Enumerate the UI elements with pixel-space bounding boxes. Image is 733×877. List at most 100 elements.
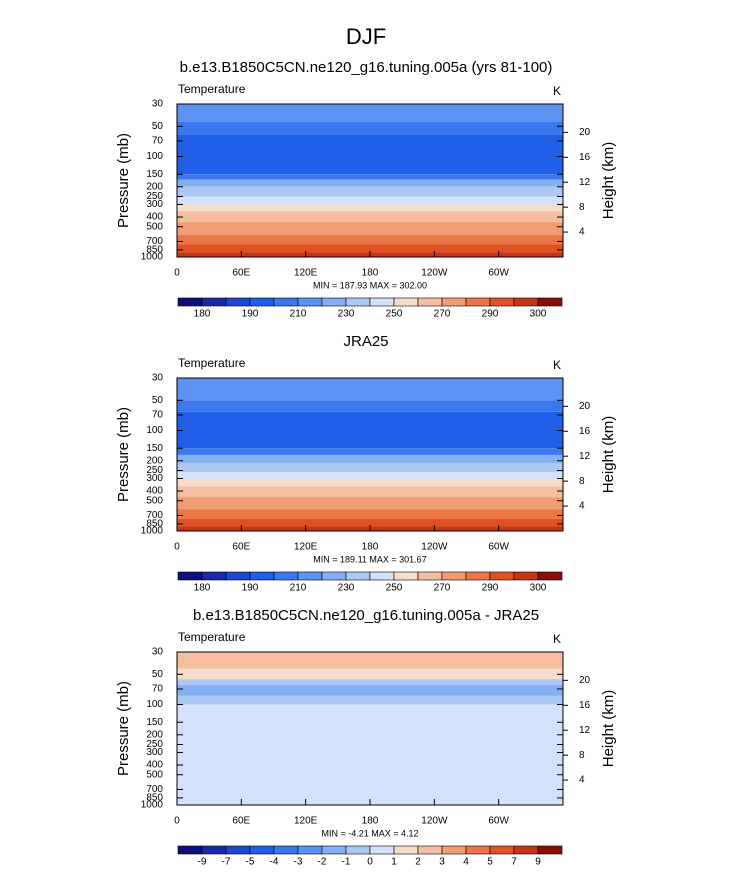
- colorbar-box: [345, 297, 371, 307]
- y2-tick-label: 16: [579, 152, 591, 163]
- colorbar-label: -2: [318, 857, 327, 868]
- stats: MIN = 187.93 MAX = 302.00: [313, 280, 427, 290]
- colorbar-label: 0: [367, 857, 373, 868]
- colorbar-box: [465, 297, 491, 307]
- y-tick-label: 50: [152, 121, 164, 132]
- y-tick-label: 400: [146, 212, 163, 223]
- y2-tick-label: 8: [579, 476, 585, 487]
- colorbar-label: 270: [434, 309, 451, 320]
- colorbar-box: [441, 845, 467, 855]
- colorbar-box: [177, 297, 203, 307]
- y-tick-label: 200: [146, 455, 163, 466]
- contour-band: [177, 497, 563, 510]
- colorbar-box: [489, 297, 515, 307]
- colorbar-label: 2: [415, 857, 421, 868]
- x-tick-label: 0: [174, 268, 180, 279]
- colorbar-box: [417, 297, 443, 307]
- contour-band: [177, 211, 563, 223]
- y-tick-label: 400: [146, 486, 163, 497]
- panel-title: b.e13.B1850C5CN.ne120_g16.tuning.005a - …: [193, 607, 539, 624]
- colorbar-box: [441, 571, 467, 581]
- contour-band: [177, 204, 563, 212]
- contour-band: [177, 509, 563, 520]
- contour-band: [177, 685, 563, 696]
- x-tick-label: 60E: [232, 816, 250, 827]
- y-tick-label: 30: [152, 99, 164, 110]
- units-label: K: [553, 84, 561, 98]
- y2-tick-label: 8: [579, 202, 585, 213]
- colorbar-box: [225, 571, 251, 581]
- colorbar-box: [177, 845, 203, 855]
- y-tick-label: 300: [146, 747, 163, 758]
- field-label: Temperature: [178, 356, 246, 370]
- units-label: K: [553, 358, 561, 372]
- x-tick-label: 60W: [488, 542, 509, 553]
- contour-band: [177, 174, 563, 180]
- colorbar-label: 250: [386, 309, 403, 320]
- x-tick-label: 120W: [421, 542, 448, 553]
- y-tick-label: 70: [152, 136, 164, 147]
- colorbar-box: [465, 845, 491, 855]
- contour-band: [177, 486, 563, 498]
- y2-tick-label: 16: [579, 426, 591, 437]
- y-tick-label: 150: [146, 169, 163, 180]
- colorbar-box: [369, 571, 395, 581]
- contour-band: [177, 234, 563, 245]
- colorbar-label: 210: [290, 309, 307, 320]
- contour-band: [177, 519, 563, 527]
- contour-band: [177, 454, 563, 463]
- y-axis-label: Pressure (mb): [115, 681, 132, 776]
- contour-band: [177, 479, 563, 487]
- contour-band: [177, 179, 563, 187]
- colorbar-label: -4: [270, 857, 279, 868]
- y-tick-label: 1000: [141, 252, 164, 263]
- y-tick-label: 700: [146, 236, 163, 247]
- y2-tick-label: 4: [579, 501, 585, 512]
- y2-tick-label: 4: [579, 227, 585, 238]
- contour-band: [177, 121, 563, 135]
- contour-band: [177, 668, 563, 680]
- y-tick-label: 100: [146, 699, 163, 710]
- x-tick-label: 0: [174, 816, 180, 827]
- y-tick-label: 70: [152, 684, 164, 695]
- stats: MIN = 189.11 MAX = 301.67: [313, 554, 426, 564]
- colorbar-box: [297, 845, 323, 855]
- contour-band: [177, 134, 563, 175]
- y2-tick-label: 20: [579, 127, 591, 138]
- colorbar-box: [297, 571, 323, 581]
- colorbar-box: [369, 845, 395, 855]
- y2-tick-label: 16: [579, 700, 591, 711]
- x-tick-label: 180: [362, 816, 379, 827]
- y-tick-label: 500: [146, 495, 163, 506]
- colorbar-label: 230: [338, 583, 355, 594]
- y-tick-label: 850: [146, 245, 163, 256]
- colorbar-label: 290: [482, 583, 499, 594]
- y-tick-label: 300: [146, 473, 163, 484]
- y-tick-label: 300: [146, 199, 163, 210]
- x-tick-label: 180: [362, 268, 379, 279]
- stats: MIN = -4.21 MAX = 4.12: [321, 828, 418, 838]
- y-tick-label: 250: [146, 739, 163, 750]
- contour-band: [177, 462, 563, 473]
- colorbar-label: -5: [246, 857, 255, 868]
- colorbar-box: [201, 845, 227, 855]
- panel-title: JRA25: [343, 333, 388, 350]
- field: [177, 104, 563, 257]
- colorbar-box: [345, 571, 371, 581]
- colorbar-label: 7: [511, 857, 517, 868]
- y2-tick-label: 8: [579, 750, 585, 761]
- field-label: Temperature: [178, 82, 246, 96]
- colorbar-label: -3: [294, 857, 303, 868]
- colorbar-label: 3: [439, 857, 445, 868]
- colorbar-label: -9: [198, 857, 207, 868]
- field-label: Temperature: [178, 630, 246, 644]
- x-tick-label: 0: [174, 542, 180, 553]
- colorbar-box: [225, 297, 251, 307]
- colorbar-label: 210: [290, 583, 307, 594]
- contour-band: [177, 244, 563, 253]
- colorbar-box: [297, 297, 323, 307]
- y-axis-label: Pressure (mb): [115, 133, 132, 228]
- colorbar-label: 180: [194, 583, 211, 594]
- y-tick-label: 200: [146, 729, 163, 740]
- colorbar-label: 1: [391, 857, 397, 868]
